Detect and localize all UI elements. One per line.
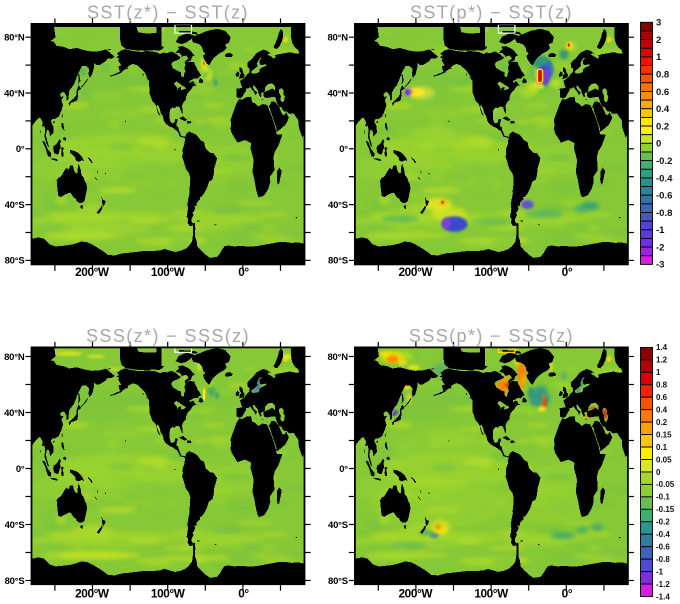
svg-text:0.05: 0.05: [656, 455, 672, 464]
svg-text:80°N: 80°N: [327, 33, 348, 44]
svg-text:100°W: 100°W: [151, 587, 186, 601]
svg-text:0.8: 0.8: [656, 70, 669, 81]
svg-text:-1: -1: [656, 567, 664, 576]
svg-text:0.4: 0.4: [656, 406, 668, 415]
svg-text:SSS(p*) − SSS(z): SSS(p*) − SSS(z): [409, 326, 574, 346]
svg-text:80°S: 80°S: [328, 576, 348, 587]
svg-text:1: 1: [656, 52, 662, 63]
svg-text:SSS(z*) − SSS(z): SSS(z*) − SSS(z): [86, 326, 250, 346]
svg-text:80°S: 80°S: [328, 256, 348, 267]
svg-text:0.1: 0.1: [656, 443, 668, 452]
svg-text:200°W: 200°W: [75, 265, 110, 279]
svg-text:3: 3: [656, 18, 661, 29]
svg-text:0.15: 0.15: [656, 430, 672, 439]
svg-text:80°N: 80°N: [327, 352, 348, 363]
svg-text:0.6: 0.6: [656, 87, 669, 98]
svg-text:-0.4: -0.4: [656, 173, 673, 184]
svg-text:40°N: 40°N: [327, 88, 348, 99]
svg-text:-2: -2: [656, 242, 664, 253]
svg-text:40°S: 40°S: [328, 520, 348, 531]
svg-text:-3: -3: [656, 260, 664, 271]
svg-text:0°: 0°: [16, 144, 25, 155]
svg-text:-0.1: -0.1: [656, 493, 670, 502]
svg-text:0.2: 0.2: [656, 121, 669, 132]
svg-text:100°W: 100°W: [151, 265, 186, 279]
svg-text:0°: 0°: [339, 144, 348, 155]
svg-text:200°W: 200°W: [399, 265, 434, 279]
svg-text:-0.4: -0.4: [656, 530, 670, 539]
svg-text:40°N: 40°N: [4, 408, 25, 419]
svg-text:SST(p*) − SST(z): SST(p*) − SST(z): [410, 3, 573, 23]
svg-text:-0.6: -0.6: [656, 191, 672, 202]
svg-text:-1: -1: [656, 225, 665, 236]
svg-text:-0.05: -0.05: [656, 480, 675, 489]
svg-text:1.4: 1.4: [656, 343, 668, 352]
svg-text:-1.4: -1.4: [656, 592, 670, 601]
svg-text:40°S: 40°S: [5, 200, 25, 211]
svg-text:100°W: 100°W: [474, 265, 509, 279]
svg-text:80°S: 80°S: [5, 256, 25, 267]
svg-text:0°: 0°: [562, 265, 573, 279]
svg-text:0: 0: [656, 468, 661, 477]
svg-text:200°W: 200°W: [75, 587, 110, 601]
svg-text:0.2: 0.2: [656, 418, 668, 427]
svg-text:0°: 0°: [339, 464, 348, 475]
svg-text:0.6: 0.6: [656, 393, 668, 402]
svg-text:0°: 0°: [562, 587, 573, 601]
svg-text:40°N: 40°N: [4, 88, 25, 99]
svg-text:SST(z*) − SST(z): SST(z*) − SST(z): [87, 3, 249, 23]
svg-text:0.8: 0.8: [656, 381, 668, 390]
svg-text:40°N: 40°N: [327, 408, 348, 419]
svg-text:-1.2: -1.2: [656, 580, 670, 589]
svg-text:40°S: 40°S: [5, 520, 25, 531]
svg-text:0°: 0°: [238, 265, 249, 279]
svg-text:-0.2: -0.2: [656, 518, 670, 527]
svg-text:1.2: 1.2: [656, 356, 668, 365]
svg-text:-0.8: -0.8: [656, 208, 672, 219]
svg-text:80°S: 80°S: [5, 576, 25, 587]
svg-text:1: 1: [656, 368, 661, 377]
svg-text:80°N: 80°N: [4, 33, 25, 44]
svg-text:40°S: 40°S: [328, 200, 348, 211]
svg-text:-0.8: -0.8: [656, 555, 670, 564]
svg-text:200°W: 200°W: [399, 587, 434, 601]
svg-text:-0.2: -0.2: [656, 156, 672, 167]
svg-text:0°: 0°: [16, 464, 25, 475]
svg-text:0.4: 0.4: [656, 104, 670, 115]
svg-text:0°: 0°: [238, 587, 249, 601]
svg-text:-0.6: -0.6: [656, 543, 670, 552]
svg-text:-0.15: -0.15: [656, 505, 675, 514]
svg-text:100°W: 100°W: [474, 587, 509, 601]
svg-text:2: 2: [656, 35, 661, 46]
svg-text:80°N: 80°N: [4, 352, 25, 363]
svg-text:0: 0: [656, 139, 661, 150]
